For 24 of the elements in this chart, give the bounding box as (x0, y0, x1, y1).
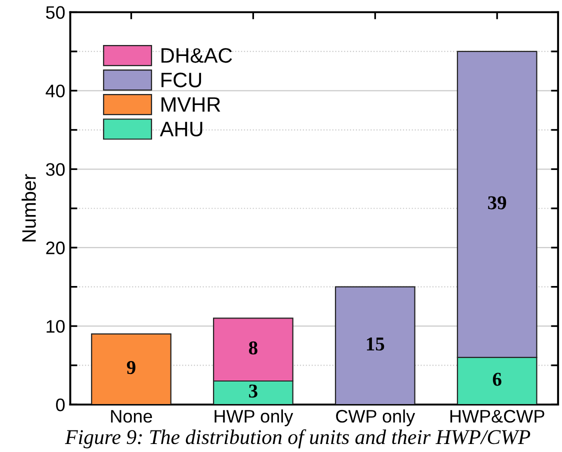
y-tick-label: 0 (56, 398, 65, 412)
legend-label: DH&AC (162, 48, 232, 63)
legend-label: FCU (162, 72, 202, 88)
y-tick-label: 50 (46, 6, 65, 19)
y-tick-label: 30 (46, 163, 65, 176)
data-label: 3 (249, 384, 258, 398)
data-label: 39 (488, 196, 506, 210)
x-tick-label: CWP only (336, 409, 416, 426)
data-label: 9 (126, 361, 136, 374)
y-axis-title: Number (22, 174, 36, 242)
y-tick-label: 40 (46, 84, 65, 98)
legend-label: AHU (160, 122, 202, 136)
data-label: 15 (366, 338, 384, 351)
legend-label: MVHR (162, 97, 220, 112)
caption: Figure 9: The distribution of units and their HWP/CWP (64, 429, 530, 448)
x-tick-label: None (111, 410, 152, 423)
x-tick-label: HWP only (214, 409, 294, 426)
y-tick-label: 20 (46, 242, 65, 254)
y-tick-label: 10 (46, 320, 65, 333)
data-label: 6 (492, 372, 502, 386)
x-tick-label: HWP&CWP (450, 410, 544, 423)
bar (91, 333, 172, 405)
bar (334, 286, 416, 405)
data-label: 8 (248, 341, 258, 354)
